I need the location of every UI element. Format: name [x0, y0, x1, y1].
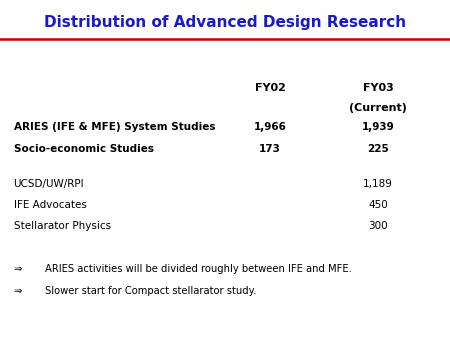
Text: 1,189: 1,189: [363, 179, 393, 189]
Text: 1,939: 1,939: [362, 122, 394, 132]
Text: Distribution of Advanced Design Research: Distribution of Advanced Design Research: [44, 15, 406, 30]
Text: 173: 173: [259, 144, 281, 154]
Text: Socio-economic Studies: Socio-economic Studies: [14, 144, 153, 154]
Text: ⇒: ⇒: [14, 264, 22, 274]
Text: Stellarator Physics: Stellarator Physics: [14, 221, 111, 231]
Text: 300: 300: [368, 221, 388, 231]
Text: Slower start for Compact stellarator study.: Slower start for Compact stellarator stu…: [45, 286, 256, 296]
Text: FY02: FY02: [255, 83, 285, 93]
Text: ⇒: ⇒: [14, 286, 22, 296]
Text: ARIES (IFE & MFE) System Studies: ARIES (IFE & MFE) System Studies: [14, 122, 215, 132]
Text: FY03: FY03: [363, 83, 393, 93]
Text: (Current): (Current): [349, 103, 407, 113]
Text: IFE Advocates: IFE Advocates: [14, 200, 86, 210]
Text: UCSD/UW/RPI: UCSD/UW/RPI: [14, 179, 84, 189]
Text: 450: 450: [368, 200, 388, 210]
Text: 1,966: 1,966: [253, 122, 287, 132]
Text: 225: 225: [367, 144, 389, 154]
Text: ARIES activities will be divided roughly between IFE and MFE.: ARIES activities will be divided roughly…: [45, 264, 352, 274]
